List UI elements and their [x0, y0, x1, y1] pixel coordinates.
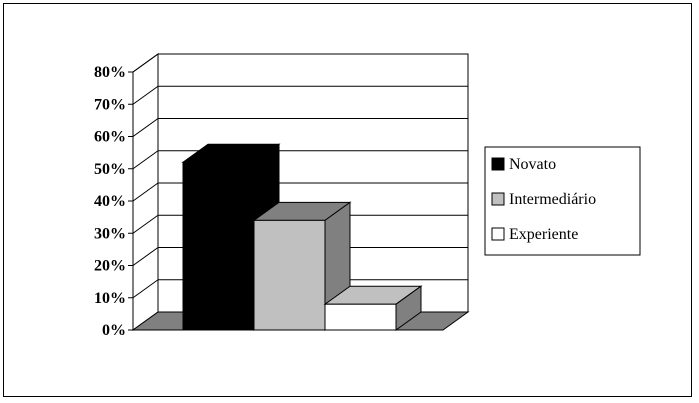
y-tick-label: 50%: [94, 161, 126, 178]
legend-swatch-2: [491, 192, 505, 206]
gridline-side: [132, 247, 159, 266]
gridline-side: [132, 118, 159, 137]
gridline-side: [132, 279, 159, 299]
gridline-side: [132, 182, 159, 202]
legend-label-1: Novato: [509, 156, 556, 173]
legend-label-2: Intermediário: [509, 191, 596, 208]
bar-1: [182, 161, 255, 331]
bar-2: [253, 219, 326, 331]
y-tick-label: 40%: [94, 193, 126, 210]
y-tick-label: 70%: [94, 96, 126, 113]
y-tick-label: 10%: [94, 290, 126, 307]
legend-swatch-3: [491, 227, 505, 241]
y-tick-label: 80%: [94, 64, 126, 81]
legend-label-3: Experiente: [509, 226, 578, 243]
y-tick-label: 60%: [94, 129, 126, 146]
legend-swatch-1: [491, 157, 505, 171]
bar-3: [324, 303, 397, 331]
legend-box: [484, 146, 641, 256]
gridline-side: [132, 85, 159, 105]
gridline-side: [132, 53, 159, 73]
gridline-side: [132, 214, 159, 234]
y-tick-label: 0%: [102, 322, 126, 339]
gridline-side: [132, 150, 159, 170]
y-tick-label: 30%: [94, 225, 126, 242]
y-tick-label: 20%: [94, 258, 126, 275]
